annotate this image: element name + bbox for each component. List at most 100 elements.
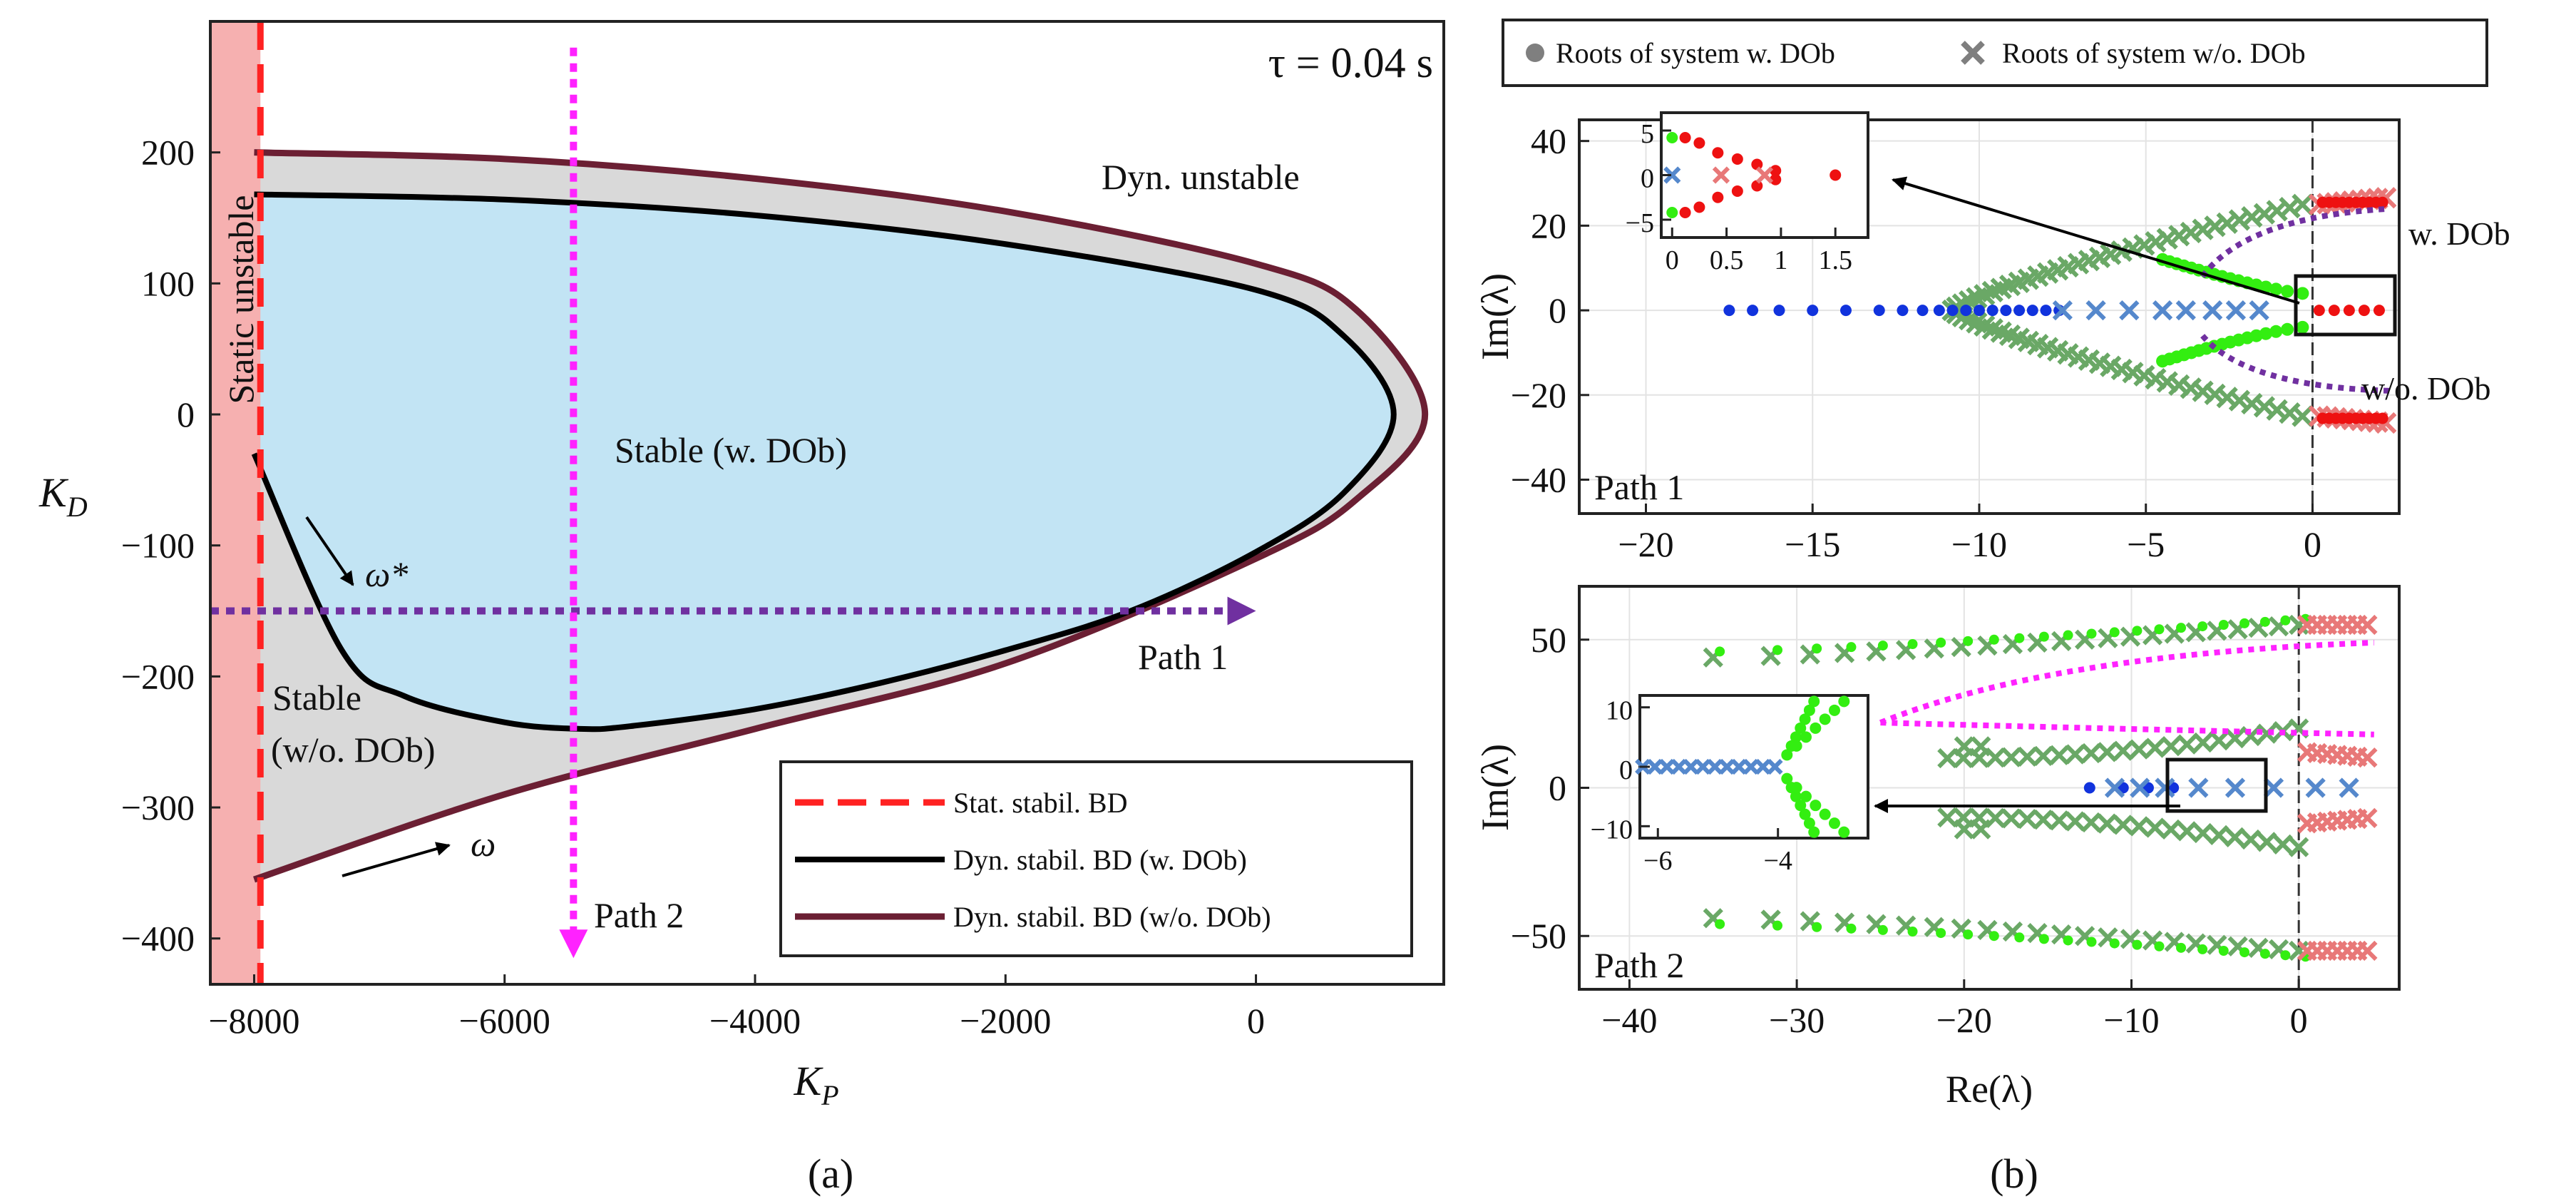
root-circle [2376,196,2388,208]
root-cross [2152,300,2173,321]
root-cross [1730,758,1748,775]
root-circle [2269,325,2283,338]
root-cross [2177,734,2197,755]
root-cross [2160,736,2182,757]
x-tick-label: −6000 [459,1001,550,1041]
root-circle [2280,615,2291,626]
root-circle [2040,305,2052,317]
root-cross [2129,739,2150,760]
x-tick-label: 0.5 [1710,245,1744,275]
root-circle [1772,920,1783,931]
root-circle [1790,731,1802,743]
panel-b-bottom-inset: −6 −4 10 0 −10 [1591,694,1869,876]
root-circle [1936,637,1946,648]
static-unstable-label: Static unstable [221,195,261,404]
root-circle [2014,932,2025,943]
root-cross [2188,777,2209,798]
root-cross [2052,300,2073,321]
y-tick-label: −300 [121,787,195,827]
root-cross [1937,807,1958,828]
root-circle [1986,305,1998,317]
root-cross [2065,811,2085,832]
root-cross [2097,742,2118,762]
root-circle [1790,782,1802,794]
x-tick-label: −15 [1785,524,1840,564]
root-circle [1807,305,1819,317]
root-cross [2225,300,2247,321]
legend-b-circle-marker [1526,44,1544,62]
root-circle [1963,636,1974,646]
root-circle [1747,305,1759,317]
root-circle [1810,722,1822,734]
root-cross [2119,300,2140,321]
x-tick-label: −5 [2127,524,2165,564]
root-cross [2228,389,2251,412]
root-circle [1916,305,1929,317]
root-circle [2086,628,2097,639]
x-tick-label: 0 [2290,1000,2308,1040]
path1-label: Path 1 [1138,637,1228,677]
panel-b-top-zoom-box [2294,274,2397,337]
root-circle [1973,305,1985,317]
y-tick-label: −50 [1511,916,1566,956]
root-cross [2357,748,2378,768]
x-tick-label: −2000 [960,1001,1051,1041]
root-cross [2240,829,2262,850]
panel-b-top-ticks: −20 −15 −10 −5 0 40 20 0 −20 −40 [1511,121,2321,564]
root-cross [1937,748,1958,769]
root-cross [2160,819,2182,840]
root-cross [1985,807,2006,828]
root-circle [1810,800,1822,812]
wdob-annotation: w. DOb [2408,215,2510,252]
y-tick-label: −400 [121,919,195,959]
root-circle [1731,185,1743,197]
root-circle [1772,645,1783,655]
root-circle [2343,305,2355,317]
x-tick-label: −10 [1951,524,2007,564]
y-tick-label: 100 [141,263,195,303]
root-circle [2376,412,2388,424]
root-cross [2129,816,2150,837]
root-cross [1755,166,1774,184]
y-tick-label: −5 [1626,208,1654,238]
root-circle [1731,153,1743,165]
stable-wodob-label-1: Stable [272,678,361,718]
panel-b-top-frame [1578,118,2401,515]
panel-b-bottom-path-label: Path 2 [1594,945,1684,985]
root-cross [1663,166,1681,184]
root-circle [1838,826,1850,838]
static-unstable-region [210,21,261,984]
root-cross [1671,758,1687,775]
root-circle [1712,147,1724,159]
x-tick-label: −4 [1763,846,1792,876]
root-circle [2218,620,2229,631]
x-tick-label: −6 [1643,846,1672,876]
root-circle [1838,695,1850,708]
legend-a-label-static: Stat. stabil. BD [953,787,1127,819]
root-circle [1751,180,1763,192]
root-cross [2049,745,2070,765]
root-circle [2281,322,2294,336]
legend-b-box [1502,19,2488,87]
root-cross [1954,819,1974,840]
root-circle [2280,950,2291,961]
omega-arrow [342,842,451,877]
x-tick-label: 0 [1247,1001,1265,1041]
root-circle [1770,173,1782,185]
root-circle [1803,817,1815,830]
root-circle [2328,305,2340,317]
root-circle [1963,929,1974,940]
panel-b-bottom-xlabel: Re(λ) [1946,1068,2033,1111]
root-cross [2192,822,2213,844]
root-circle [2269,282,2283,296]
legend-b-label-wdob: Roots of system w. DOb [1556,37,1835,69]
panel-a-xlabel: KP [793,1058,838,1111]
panel-a-ylabel: KD [39,469,88,523]
root-circle [2176,942,2187,953]
wodob-annotation: w/o. DOb [2361,370,2490,407]
root-cross [2216,212,2238,235]
panel-b-top-inset: 0 0.5 1 1.5 5 0 −5 [1626,111,1869,275]
root-circle [1800,790,1812,802]
root-circle [2014,633,2025,643]
x-tick-label: −4000 [709,1001,801,1041]
